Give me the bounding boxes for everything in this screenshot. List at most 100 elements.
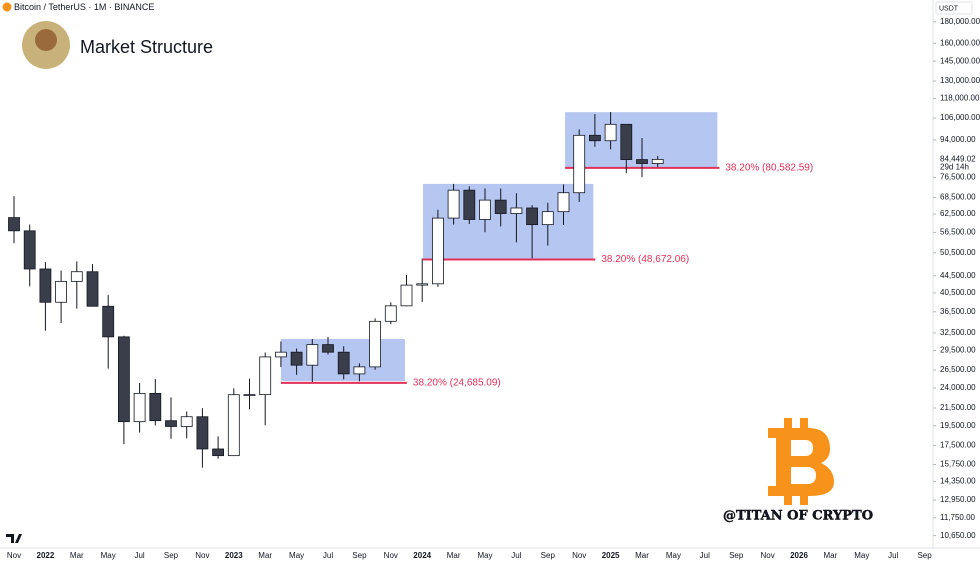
candle-body (384, 305, 397, 322)
y-tick-label: 94,000.00 (940, 135, 976, 144)
level-label: 38.20% (80,582.59) (725, 163, 813, 174)
y-tick-label: 50,500.00 (940, 248, 976, 257)
candle-body (620, 123, 633, 160)
x-tick-label: Nov (195, 551, 209, 560)
y-tick-label: 56,500.00 (940, 228, 976, 237)
x-tick-label: Jul (323, 551, 333, 560)
candle-body (510, 207, 523, 214)
x-tick-label: May (854, 551, 869, 560)
x-tick-label: Nov (572, 551, 586, 560)
candle-body (274, 351, 287, 358)
x-tick-label: May (477, 551, 492, 560)
y-tick-label: 36,500.00 (940, 307, 976, 316)
x-tick-label: Nov (384, 551, 398, 560)
x-tick-label: Sep (164, 551, 179, 560)
avatar-face (35, 29, 57, 51)
y-tick-label: 130,000.00 (940, 76, 980, 85)
candle-body (431, 217, 444, 285)
candle-body (118, 336, 130, 423)
candle-body (651, 158, 664, 164)
candle-body (290, 351, 303, 366)
price-axis-panel (933, 0, 980, 548)
candle-body (70, 271, 83, 282)
candle-body (86, 271, 99, 307)
chart-title: Market Structure (80, 37, 213, 57)
x-tick-label: 2024 (413, 551, 431, 560)
y-tick-label: 29,500.00 (940, 346, 976, 355)
candle-body (604, 123, 617, 142)
candle-body (23, 230, 36, 270)
candle-body (227, 394, 240, 457)
y-tick-label: 118,000.00 (940, 94, 980, 103)
candle-body (180, 416, 193, 427)
candle-body (212, 448, 225, 457)
candle-body (133, 392, 146, 423)
y-tick-label: 145,000.00 (940, 56, 980, 65)
candle-body (369, 320, 382, 368)
candle-body (322, 344, 334, 353)
candle-body (400, 284, 413, 307)
y-tick-label: 76,500.00 (940, 172, 976, 181)
y-tick-label: 68,500.00 (940, 193, 976, 202)
x-tick-label: May (289, 551, 304, 560)
candle-body (494, 199, 507, 214)
currency-button[interactable] (935, 1, 973, 15)
x-tick-label: Sep (541, 551, 556, 560)
x-tick-label: Jul (134, 551, 144, 560)
x-tick-label: 2023 (225, 551, 243, 560)
x-tick-label: 2026 (790, 551, 808, 560)
candle-body (337, 351, 350, 375)
candle-body (479, 199, 491, 220)
x-tick-label: May (101, 551, 116, 560)
x-tick-label: Nov (7, 551, 21, 560)
y-tick-label: 11,750.00 (940, 513, 976, 522)
y-tick-label: 21,500.00 (940, 403, 976, 412)
x-tick-label: Sep (917, 551, 932, 560)
candle-body (39, 268, 52, 303)
x-tick-label: Mar (447, 551, 461, 560)
candle-body (541, 211, 554, 226)
x-tick-label: 2022 (37, 551, 55, 560)
candle-body (55, 280, 67, 303)
x-tick-label: Sep (729, 551, 744, 560)
candle-body (636, 159, 648, 164)
x-tick-label: Mar (70, 551, 84, 560)
x-tick-label: 2025 (602, 551, 620, 560)
x-tick-label: Sep (352, 551, 367, 560)
y-tick-label: 14,350.00 (940, 477, 976, 486)
y-tick-label: 12,950.00 (940, 495, 976, 504)
candle-body (306, 344, 319, 366)
candle-body (557, 192, 570, 213)
y-tick-label: 106,000.00 (940, 113, 980, 122)
x-tick-label: Nov (760, 551, 774, 560)
level-label: 38.20% (24,685.09) (413, 378, 501, 389)
candle-body (463, 189, 476, 220)
candle-body (149, 392, 162, 422)
candle-body (196, 416, 209, 450)
x-tick-label: Jul (700, 551, 710, 560)
tv-logo (6, 534, 22, 543)
y-tick-label: 32,500.00 (940, 328, 976, 337)
y-tick-label: 160,000.00 (940, 38, 980, 47)
currency-label[interactable]: USDT (939, 5, 959, 12)
x-tick-label: Jul (888, 551, 898, 560)
x-tick-label: Mar (635, 551, 649, 560)
candle-body (573, 134, 586, 194)
symbol-info: Bitcoin / TetherUS · 1M · BINANCE (14, 2, 154, 12)
x-tick-label: May (666, 551, 681, 560)
y-tick-label: 40,500.00 (940, 288, 976, 297)
x-tick-label: Mar (824, 551, 838, 560)
candle-body (353, 366, 366, 375)
y-tick-label: 19,500.00 (940, 421, 976, 430)
y-tick-label: 26,500.00 (940, 365, 976, 374)
candle-body (8, 217, 20, 232)
y-tick-label: 17,500.00 (940, 441, 976, 450)
candle-body (416, 283, 429, 286)
countdown-label: 29d 14h (940, 162, 969, 171)
y-tick-label: 24,000.00 (940, 383, 976, 392)
last-price-label: 84,449.02 (940, 154, 976, 163)
x-tick-label: Mar (258, 551, 272, 560)
x-tick-label: Jul (511, 551, 521, 560)
level-label: 38.20% (48,672.06) (601, 254, 689, 265)
candle-body (243, 394, 256, 397)
